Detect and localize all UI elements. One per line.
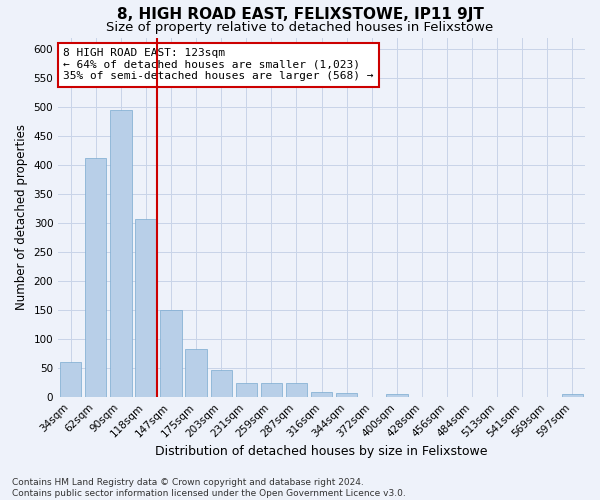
- Bar: [136, 219, 157, 397]
- X-axis label: Distribution of detached houses by size in Felixstowe: Distribution of detached houses by size …: [155, 444, 488, 458]
- Bar: [110, 110, 131, 397]
- Text: Size of property relative to detached houses in Felixstowe: Size of property relative to detached ho…: [106, 21, 494, 34]
- Bar: [311, 392, 332, 397]
- Bar: [286, 382, 307, 397]
- Text: 8, HIGH ROAD EAST, FELIXSTOWE, IP11 9JT: 8, HIGH ROAD EAST, FELIXSTOWE, IP11 9JT: [116, 8, 484, 22]
- Bar: [85, 158, 106, 397]
- Text: Contains HM Land Registry data © Crown copyright and database right 2024.
Contai: Contains HM Land Registry data © Crown c…: [12, 478, 406, 498]
- Text: 8 HIGH ROAD EAST: 123sqm
← 64% of detached houses are smaller (1,023)
35% of sem: 8 HIGH ROAD EAST: 123sqm ← 64% of detach…: [64, 48, 374, 82]
- Bar: [211, 370, 232, 397]
- Bar: [562, 394, 583, 397]
- Bar: [236, 382, 257, 397]
- Bar: [261, 382, 282, 397]
- Bar: [160, 310, 182, 397]
- Bar: [60, 362, 82, 397]
- Bar: [185, 349, 207, 397]
- Y-axis label: Number of detached properties: Number of detached properties: [15, 124, 28, 310]
- Bar: [336, 392, 358, 397]
- Bar: [386, 394, 407, 397]
